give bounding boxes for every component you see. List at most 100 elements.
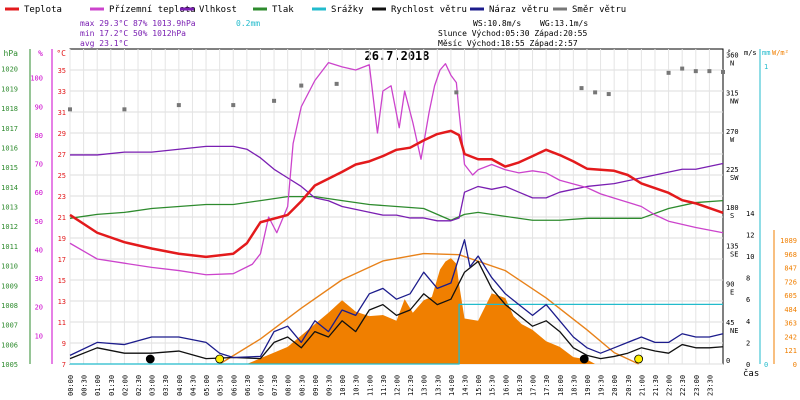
- legend-item-srazky: Srážky: [312, 5, 364, 15]
- series-point-smer-vetru: [334, 81, 339, 86]
- series-layer: [68, 62, 725, 365]
- y-tick-temperature: 25: [58, 172, 66, 180]
- series-point-smer-vetru: [272, 98, 277, 103]
- legend-item-vlhkost: Vlhkost: [180, 5, 237, 15]
- stats-sun: Slunce Východ:05:30 Západ:20:55: [438, 29, 587, 38]
- x-tick-label: 13:30: [434, 375, 442, 396]
- y-tick-humidity: 70: [35, 161, 43, 169]
- x-tick-label: 07:00: [257, 375, 265, 396]
- y-tick-wind-dir-compass: N: [730, 59, 734, 67]
- y-tick-pressure: 1005: [1, 361, 18, 369]
- y-tick-temperature: 7: [62, 361, 66, 369]
- y-tick-humidity: 100: [30, 75, 43, 83]
- y-tick-temperature: 29: [58, 130, 66, 138]
- series-point-smer-vetru: [299, 83, 304, 88]
- series-point-smer-vetru: [606, 92, 611, 97]
- y-tick-rain: 0: [764, 361, 768, 369]
- series-line-n-raz-v-tru: [69, 239, 724, 359]
- legend-label-srazky: Srážky: [331, 5, 364, 15]
- x-tick-label: 08:00: [285, 375, 293, 396]
- y-tick-wind-dir-compass: E: [730, 289, 734, 297]
- y-tick-temperature: 13: [58, 298, 66, 306]
- series-line-solar-theoretical: [219, 252, 639, 365]
- stats-ws: WS:10.8m/s: [473, 19, 521, 28]
- y-tick-humidity: 80: [35, 132, 43, 140]
- stats-wg: WG:13.1m/s: [540, 19, 588, 28]
- series-point-smer-vetru: [680, 66, 685, 71]
- marker-moon-rise: [579, 354, 589, 364]
- series-line-p-zemn-teplota: [69, 62, 724, 276]
- y-tick-wind-dir: 180: [726, 204, 739, 212]
- x-tick-label: 01:00: [94, 375, 102, 396]
- x-tick-label: 21:00: [638, 375, 646, 396]
- y-tick-humidity: 90: [35, 103, 43, 111]
- x-tick-label: 14:00: [448, 375, 456, 396]
- y-tick-pressure: 1014: [1, 184, 18, 192]
- y-tick-wind-dir-compass: W: [730, 136, 735, 144]
- y-tick-humidity: 50: [35, 218, 43, 226]
- y-tick-wind-dir: 315: [726, 90, 739, 98]
- y-tick-pressure: 1011: [1, 243, 18, 251]
- stats-block: max 29.3°C 87% 1013.9hPa 0.2mm min 17.2°…: [80, 19, 588, 48]
- y-tick-wind-dir: 0: [726, 357, 730, 365]
- stats-avg: avg 23.1°C: [80, 39, 128, 48]
- series-point-smer-vetru: [176, 103, 181, 108]
- y-tick-pressure: 1016: [1, 144, 18, 152]
- legend-label-naraz-vetru: Náraz větru: [489, 5, 549, 15]
- y-tick-solar: 1089: [780, 237, 797, 245]
- y-tick-wind-speed: 14: [746, 210, 754, 218]
- y-tick-temperature: 11: [58, 319, 66, 327]
- y-tick-wind-speed: 12: [746, 231, 754, 239]
- y-tick-pressure: 1006: [1, 341, 18, 349]
- y-tick-wind-dir-compass: S: [730, 212, 734, 220]
- y-tick-solar: 847: [784, 265, 797, 273]
- x-tick-label: 17:00: [530, 375, 538, 396]
- marker-sunrise: [215, 354, 225, 364]
- y-tick-solar: 0: [793, 361, 797, 369]
- x-tick-label: 14:30: [462, 375, 470, 396]
- y-tick-temperature: 9: [62, 340, 66, 348]
- y-tick-solar: 363: [784, 320, 797, 328]
- y-tick-wind-dir: 270: [726, 128, 739, 136]
- legend-item-naraz-vetru: Náraz větru: [470, 5, 549, 15]
- y-tick-wind-dir: 360: [726, 51, 739, 59]
- y-tick-wind-dir-compass: NE: [730, 327, 738, 335]
- y-tick-wind-dir: 135: [726, 242, 739, 250]
- y-axis-unit-solar: W/m²: [772, 49, 789, 57]
- y-tick-temperature: 21: [58, 214, 66, 222]
- y-tick-temperature: 33: [58, 88, 66, 96]
- x-tick-label: 09:00: [312, 375, 320, 396]
- y-axis-unit-wind-dir: °: [727, 49, 731, 57]
- x-tick-label: 10:00: [339, 375, 347, 396]
- x-tick-label: 08:30: [298, 375, 306, 396]
- series-point-smer-vetru: [721, 69, 725, 74]
- x-tick-label: 12:30: [407, 375, 415, 396]
- x-tick-label: 20:00: [611, 375, 619, 396]
- legend-label-prizemni-teplota: Přízemní teplota: [109, 5, 196, 15]
- x-tick-label: 02:00: [121, 375, 129, 396]
- legend-item-prizemni-teplota: Přízemní teplota: [90, 5, 196, 15]
- y-tick-solar: 121: [784, 347, 797, 355]
- legend-item-tlak: Tlak: [253, 5, 294, 15]
- series-point-smer-vetru: [666, 70, 671, 75]
- y-tick-solar: 484: [784, 306, 797, 314]
- stats-moon: Měsíc Východ:18:55 Západ:2:57: [438, 39, 578, 48]
- x-tick-label: 18:30: [570, 375, 578, 396]
- series-solar-area: [246, 258, 596, 364]
- x-tick-label: 20:30: [625, 375, 633, 396]
- x-tick-label: 15:30: [489, 375, 497, 396]
- y-tick-pressure: 1008: [1, 302, 18, 310]
- y-axis-unit-temperature: °C: [56, 49, 66, 58]
- series-point-smer-vetru: [693, 69, 698, 74]
- series-point-smer-vetru: [593, 90, 598, 95]
- x-tick-label: 21:30: [652, 375, 660, 396]
- marker-moon-set: [145, 354, 155, 364]
- legend: Teplota Přízemní teplota Vlhkost Tlak Sr…: [5, 5, 626, 15]
- x-tick-label: 22:30: [679, 375, 687, 396]
- legend-label-smer-vetru: Směr větru: [572, 5, 626, 15]
- x-tick-label: 23:30: [706, 375, 714, 396]
- marker-sunset: [634, 354, 644, 364]
- x-tick-label: 05:00: [203, 375, 211, 396]
- y-axis-unit-wind-speed: m/s: [744, 49, 757, 57]
- x-tick-label: 11:30: [380, 375, 388, 396]
